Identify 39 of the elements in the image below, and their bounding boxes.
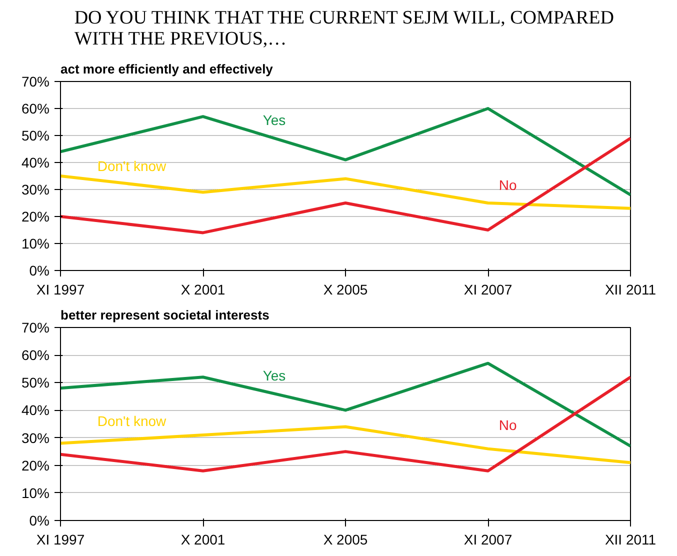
- y-tick-label: 10%: [21, 236, 50, 252]
- y-tick-label: 50%: [21, 374, 50, 391]
- x-tick-label: XI 2007: [464, 282, 512, 298]
- y-tick-label: 10%: [21, 484, 50, 501]
- x-tick-label: X 2005: [323, 532, 368, 548]
- y-tick-label: 40%: [21, 154, 50, 170]
- chart-title: DO YOU THINK THAT THE CURRENT SEJM WILL, COMPARED WITH THE PREVIOUS,…: [74, 8, 614, 50]
- y-tick-label: 60%: [21, 347, 50, 364]
- y-tick-label: 20%: [21, 208, 50, 224]
- x-tick-label: X 2005: [323, 282, 368, 298]
- y-tick-label: 20%: [21, 457, 50, 474]
- line-series: [60, 136, 630, 234]
- line-series: [60, 107, 630, 196]
- series-label: No: [498, 417, 518, 434]
- y-tick-label: 0%: [29, 262, 50, 278]
- chart-subtitle: act more efficiently and effectively: [60, 62, 274, 76]
- x-tick-label: X 2001: [180, 532, 226, 548]
- chart-subtitle: better represent societal interests: [60, 308, 270, 322]
- x-tick-label: XI 1997: [36, 532, 85, 548]
- y-tick-label: 70%: [21, 74, 50, 90]
- series-label: Don't know: [97, 413, 168, 430]
- y-tick-label: 60%: [21, 100, 50, 116]
- x-tick-label: XII 2011: [604, 282, 656, 298]
- series-label: Yes: [262, 368, 286, 384]
- series-label: Don't know: [97, 158, 168, 174]
- series-label: No: [498, 176, 518, 193]
- y-tick-label: 40%: [21, 402, 50, 418]
- y-tick-label: 0%: [29, 512, 50, 528]
- line-series: [60, 174, 630, 210]
- y-tick-label: 70%: [21, 320, 50, 336]
- line-series: [60, 362, 630, 448]
- x-tick-label: X 2001: [180, 282, 226, 298]
- y-tick-label: 30%: [21, 182, 50, 198]
- y-tick-label: 50%: [21, 128, 50, 144]
- series-label: Yes: [262, 112, 286, 128]
- x-tick-label: XI 2007: [464, 532, 512, 548]
- y-tick-label: 30%: [21, 430, 50, 446]
- x-tick-label: XII 2011: [604, 532, 656, 548]
- x-tick-label: XI 1997: [36, 282, 85, 298]
